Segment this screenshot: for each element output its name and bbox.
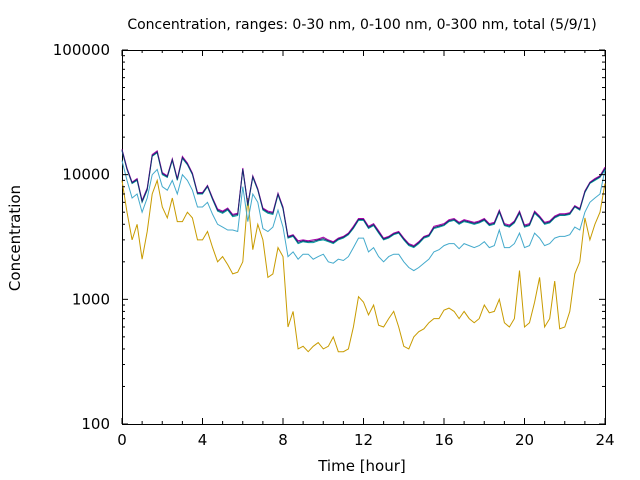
y-tick-label: 100 [81, 415, 110, 433]
x-tick-label: 20 [515, 431, 534, 449]
x-tick-label: 24 [595, 431, 614, 449]
x-tick-label: 0 [117, 431, 127, 449]
x-tick-label: 12 [354, 431, 373, 449]
series-layer [121, 149, 606, 353]
x-tick-label: 16 [434, 431, 453, 449]
ticks-layer [121, 49, 606, 425]
series-line-4 [121, 149, 606, 248]
tick-labels-layer: 0 4 8 12 16 20 24 100 1000 10000 100000 [53, 41, 615, 449]
y-tick-label: 100000 [53, 41, 110, 59]
x-tick-label: 4 [198, 431, 208, 449]
chart-title: Concentration, ranges: 0-30 nm, 0-100 nm… [127, 17, 596, 33]
series-line-1 [121, 160, 606, 272]
x-axis-label: Time [hour] [317, 457, 406, 475]
y-axis-label: Concentration [6, 185, 24, 291]
series-line-0 [121, 178, 606, 353]
x-tick-label: 8 [278, 431, 288, 449]
y-tick-label: 10000 [62, 166, 110, 184]
y-tick-label: 1000 [72, 290, 110, 308]
series-line-2 [121, 150, 606, 249]
